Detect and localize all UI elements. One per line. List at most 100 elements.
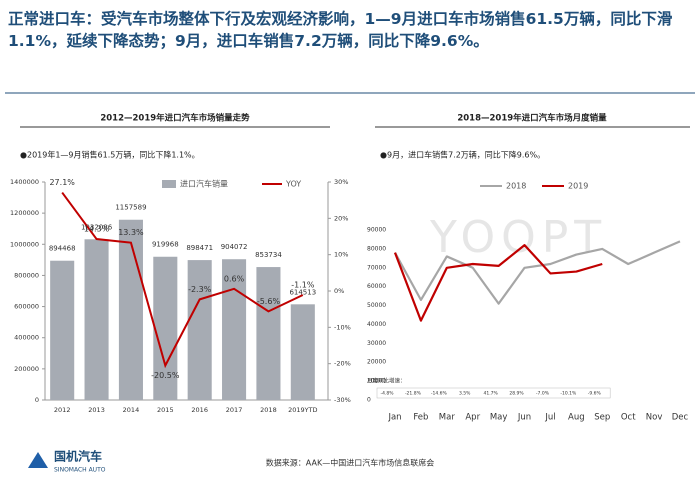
chart-subtitle: ●9月，进口车销售7.2万辆，同比下降9.6%。 xyxy=(380,150,545,160)
growth-value: 41.7% xyxy=(483,391,498,397)
y2-tick-label: -30% xyxy=(334,396,351,404)
x-tick-label: Feb xyxy=(413,413,428,423)
y-tick-label: 200000 xyxy=(14,365,39,373)
yoy-label: 27.1% xyxy=(49,178,75,187)
growth-label: 月度同比增速： xyxy=(367,377,406,385)
growth-box xyxy=(376,387,611,399)
y-tick-label: 20000 xyxy=(367,359,386,366)
bar xyxy=(84,239,109,400)
bar-label: 853734 xyxy=(255,251,282,259)
x-tick-label: 2015 xyxy=(157,406,174,414)
y-tick-label: 400000 xyxy=(14,334,39,342)
growth-value: 3.5% xyxy=(459,391,471,397)
x-tick-label: Dec xyxy=(672,413,689,423)
bar xyxy=(50,260,75,400)
logo-en: SINOMACH AUTO xyxy=(54,467,106,474)
yoy-label: -2.3% xyxy=(188,285,212,294)
bar xyxy=(256,267,281,400)
bar-label: 904072 xyxy=(221,243,248,251)
yoy-label: -5.6% xyxy=(257,297,281,306)
x-tick-label: 2019YTD xyxy=(288,406,318,414)
chart-title: 2018—2019年进口汽车市场月度销量 xyxy=(457,113,607,124)
x-tick-label: Mar xyxy=(439,413,456,423)
growth-value: -4.8% xyxy=(380,391,394,397)
x-tick-label: 2017 xyxy=(226,406,243,414)
yoy-label: 14.3% xyxy=(84,225,110,234)
x-tick-label: 2018 xyxy=(260,406,277,414)
y-tick-label: 1400000 xyxy=(10,178,39,186)
legend-label: 进口汽车销量 xyxy=(180,179,228,189)
y-tick-label: 1200000 xyxy=(10,209,39,217)
y-tick-label: 0 xyxy=(35,396,39,404)
y2-tick-label: 10% xyxy=(334,251,348,259)
y-tick-label: 800000 xyxy=(14,271,39,279)
x-tick-label: Sep xyxy=(594,413,610,423)
header-title: 正常进口车：受汽车市场整体下行及宏观经济影响，1—9月进口车市场销售61.5万辆… xyxy=(8,10,673,50)
bar xyxy=(222,259,247,400)
x-tick-label: Jan xyxy=(387,413,401,423)
y-tick-label: 80000 xyxy=(367,245,386,252)
x-tick-label: 2016 xyxy=(191,406,208,414)
x-tick-label: 2013 xyxy=(88,406,105,414)
legend-swatch xyxy=(162,180,176,188)
logo-icon xyxy=(28,452,48,468)
chart-subtitle: ●2019年1—9月销售61.5万辆，同比下降1.1%。 xyxy=(20,150,200,160)
x-tick-label: Jun xyxy=(517,413,531,423)
bar xyxy=(290,304,315,400)
y2-tick-label: -10% xyxy=(334,323,351,331)
bar-label: 898471 xyxy=(186,244,213,252)
x-tick-label: 2014 xyxy=(123,406,140,414)
y-tick-label: 40000 xyxy=(367,321,386,328)
legend-label: 2018 xyxy=(506,182,526,191)
growth-value: -9.6% xyxy=(588,391,602,397)
yoy-label: -1.1% xyxy=(291,280,315,289)
x-tick-label: Apr xyxy=(465,413,480,423)
y-tick-label: 30000 xyxy=(367,340,386,347)
y-tick-label: 1000000 xyxy=(10,240,39,248)
x-tick-label: Jul xyxy=(544,413,555,423)
yoy-label: 0.6% xyxy=(224,274,245,283)
growth-value: -7.0% xyxy=(536,391,550,397)
y-tick-label: 600000 xyxy=(14,303,39,311)
bar-label: 1157589 xyxy=(115,204,146,212)
growth-value: -10.1% xyxy=(560,391,577,397)
series-line xyxy=(394,240,681,305)
y2-tick-label: 0% xyxy=(334,287,344,295)
y2-tick-label: 20% xyxy=(334,214,348,222)
bar xyxy=(118,219,143,400)
source: 数据来源：AAK—中国进口汽车市场信息联席会 xyxy=(266,458,434,468)
y-tick-label: 50000 xyxy=(367,302,386,309)
x-tick-label: 2012 xyxy=(54,406,71,414)
y-tick-label: 60000 xyxy=(367,283,386,290)
x-tick-label: Oct xyxy=(621,413,636,423)
growth-value: 28.9% xyxy=(509,391,524,397)
y-tick-label: 70000 xyxy=(367,264,386,271)
legend-label: YOY xyxy=(285,180,301,189)
bar-label: 894468 xyxy=(49,245,76,253)
yoy-label: -20.5% xyxy=(151,371,180,380)
growth-value: -21.8% xyxy=(405,391,422,397)
x-tick-label: Aug xyxy=(568,413,585,423)
yoy-label: 13.3% xyxy=(118,228,144,237)
logo: 国机汽车 xyxy=(54,449,102,464)
bar-label: 919968 xyxy=(152,241,179,249)
y-tick-label: 0 xyxy=(367,397,371,404)
growth-value: -14.6% xyxy=(431,391,448,397)
x-tick-label: Nov xyxy=(646,413,663,423)
bar xyxy=(153,256,178,400)
chart-title: 2012—2019年进口汽车市场销量走势 xyxy=(100,113,250,124)
series-line xyxy=(393,244,603,322)
y-tick-label: 10000 xyxy=(367,378,386,385)
yoy-line xyxy=(61,191,304,369)
watermark: YOOPT xyxy=(429,212,607,263)
bar-label: 614513 xyxy=(289,288,316,296)
bar-label: 1032086 xyxy=(81,223,113,231)
y-tick-label: 90000 xyxy=(367,227,386,234)
y2-tick-label: -20% xyxy=(334,360,351,368)
y2-tick-label: 30% xyxy=(334,178,348,186)
legend-label: 2019 xyxy=(568,182,588,191)
x-tick-label: May xyxy=(490,413,508,423)
bar xyxy=(187,260,212,400)
